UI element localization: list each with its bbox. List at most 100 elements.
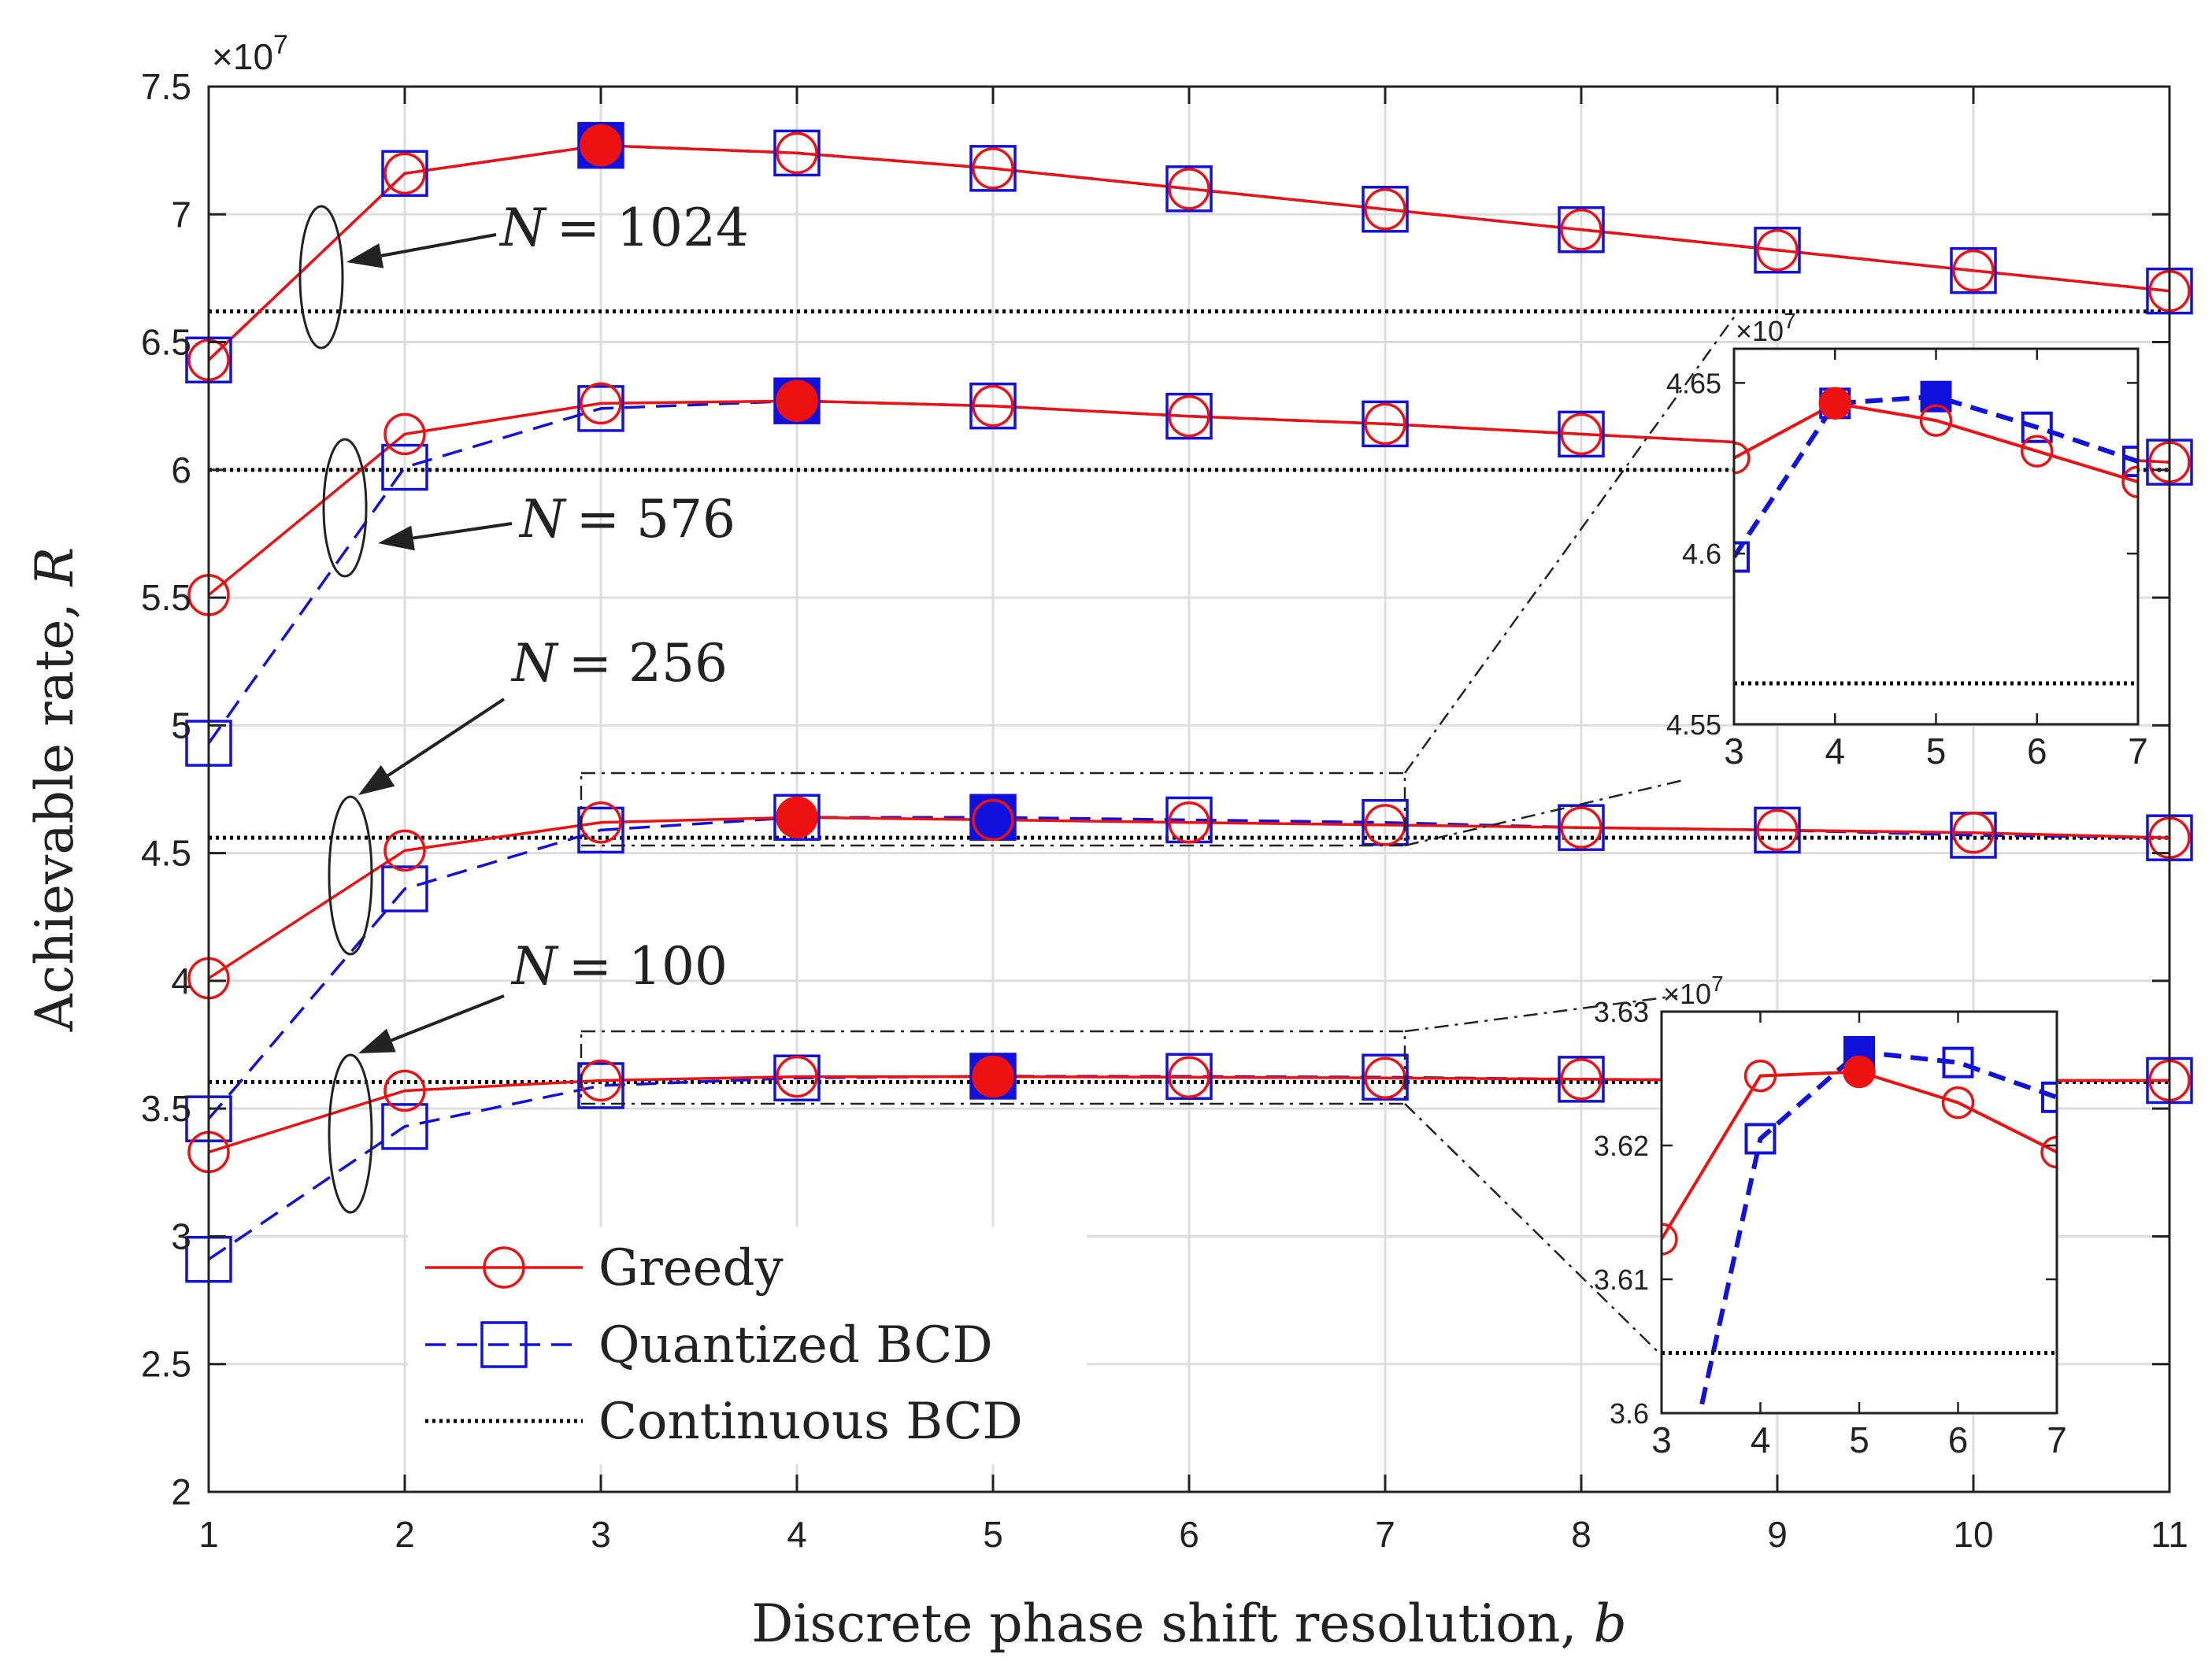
inset-x-tick-label-2-4: 4 — [1751, 1419, 1771, 1460]
group-label-value-0: = 1024 — [557, 198, 749, 258]
group-ellipse-0 — [298, 205, 344, 350]
group-arrow-head-3 — [358, 1028, 396, 1053]
legend-label-2: Continuous BCD — [598, 1393, 1023, 1451]
y-tick-label-2: 3 — [171, 1216, 191, 1256]
quantized-bcd-marker-1-6 — [1165, 392, 1213, 440]
greedy-line-2 — [208, 816, 2170, 980]
greedy-marker-1-8 — [1560, 413, 1602, 456]
group-label-3: N = 100 — [510, 936, 728, 997]
inset-y-exponent-2: ×107 — [1663, 971, 1724, 1010]
greedy-marker-2-6 — [1168, 801, 1210, 844]
y-axis-label-var: R — [24, 547, 85, 587]
greedy-marker-0-8 — [1560, 208, 1602, 251]
inset-quantized-bcd-line-1 — [1734, 394, 2138, 559]
quantized-bcd-marker-1-7 — [1362, 400, 1409, 448]
greedy-marker-0-10 — [1952, 249, 1995, 292]
zoom-box-n100 — [580, 1030, 1406, 1105]
quantized-bcd-marker-3-2 — [381, 1103, 428, 1150]
quantized-bcd-marker-2-4 — [773, 794, 821, 841]
greedy-marker-0-5 — [972, 147, 1014, 190]
x-tick-label-5: 5 — [983, 1514, 1003, 1555]
legend-marker-circle — [483, 1246, 525, 1289]
inset-y-tick-label-1-0: 4.55 — [1666, 709, 1721, 741]
inset-quantized-bcd-marker-1-6 — [2021, 411, 2053, 443]
y-tick-label-0: 2 — [171, 1471, 191, 1512]
inset-greedy-marker-1-6 — [2021, 435, 2054, 468]
group-ellipse-1 — [322, 438, 368, 578]
y-axis-label: Achievable rate, R — [24, 547, 85, 1032]
greedy-marker-1-3 — [580, 382, 622, 425]
quantized-bcd-line-1 — [207, 399, 2170, 745]
greedy-marker-3-2 — [383, 1069, 426, 1112]
group-arrow-shaft-2 — [387, 698, 506, 777]
group-arrow-shaft-1 — [413, 522, 513, 540]
inset-greedy-marker-1-7 — [2121, 465, 2138, 498]
inset-greedy-marker-2-6 — [1941, 1086, 1975, 1119]
greedy-marker-1-2 — [383, 413, 426, 456]
greedy-marker-1-5 — [972, 384, 1014, 427]
inset-x-tick-label-1-5: 5 — [1926, 731, 1947, 772]
greedy-marker-1-6 — [1168, 394, 1210, 438]
inset-greedy-marker-2-5 — [1843, 1055, 1876, 1089]
inset-x-tick-label-1-4: 4 — [1825, 731, 1845, 772]
group-arrow-head-0 — [346, 243, 384, 268]
inset-y-tick-label-2-2: 3.62 — [1594, 1130, 1649, 1162]
x-tick-label-11: 11 — [2151, 1514, 2188, 1555]
greedy-marker-0-6 — [1168, 168, 1210, 210]
zoom-box-n256 — [580, 772, 1406, 847]
inset-n256: 3 4 5 6 74.554.64.65×107 — [1666, 309, 2148, 772]
inset-x-tick-label-2-7: 7 — [2047, 1419, 2067, 1460]
quantized-bcd-marker-0-2 — [381, 150, 428, 198]
quantized-bcd-marker-0-8 — [1558, 205, 1605, 253]
group-label-var-2: N — [510, 633, 559, 694]
quantized-bcd-marker-2-8 — [1558, 804, 1605, 851]
inset-y-exponent-base-1: ×10 — [1736, 315, 1784, 347]
quantized-bcd-marker-0-9 — [1754, 226, 1801, 274]
x-axis-label-var: b — [1593, 1593, 1626, 1654]
quantized-bcd-marker-3-8 — [1558, 1056, 1605, 1103]
quantized-bcd-marker-0-6 — [1165, 165, 1213, 213]
inset-greedy-line-1 — [1734, 402, 2138, 484]
greedy-line-0 — [207, 143, 2170, 361]
legend-marker-square — [480, 1321, 528, 1368]
inset-y-tick-label-2-3: 3.63 — [1594, 996, 1649, 1028]
inset-greedy-marker-1-3 — [1734, 442, 1751, 475]
y-axis-label-text: Achievable rate, — [24, 586, 85, 1032]
y-tick-label-9: 6.5 — [141, 322, 191, 363]
group-label-2: N = 256 — [510, 633, 728, 694]
continuous-bcd-lines — [209, 309, 2169, 1084]
y-tick-label-3: 3.5 — [141, 1088, 191, 1129]
inset-greedy-marker-2-7 — [2040, 1135, 2057, 1169]
y-exponent-power: 7 — [273, 30, 288, 60]
greedy-marker-2-2 — [383, 829, 426, 872]
greedy-marker-2-8 — [1560, 806, 1602, 849]
inset-greedy-marker-2-3 — [1662, 1223, 1678, 1256]
inset-body-1 — [1734, 380, 2138, 686]
quantized-bcd-marker-1-8 — [1558, 410, 1605, 458]
group-ellipse-3 — [328, 1053, 373, 1214]
greedy-marker-0-3 — [580, 124, 622, 167]
group-arrow-shaft-0 — [380, 233, 497, 257]
group-label-var-1: N — [518, 489, 567, 550]
inset-y-exponent-power-1: 7 — [1784, 309, 1796, 333]
x-tick-label-6: 6 — [1179, 1514, 1199, 1555]
x-tick-label-10: 10 — [1953, 1514, 1993, 1555]
greedy-marker-3-6 — [1168, 1056, 1210, 1099]
quantized-bcd-marker-0-7 — [1362, 186, 1409, 233]
group-label-0: N = 1024 — [498, 198, 749, 258]
y-tick-label-4: 4 — [171, 960, 191, 1001]
greedy-marker-3-5 — [972, 1055, 1014, 1098]
inset-quantized-bcd-marker-2-7 — [2041, 1081, 2057, 1113]
inset-x-tick-label-2-3: 3 — [1651, 1419, 1672, 1460]
inset-y-tick-label-1-2: 4.65 — [1666, 367, 1721, 399]
group-label-value-2: = 256 — [569, 633, 728, 694]
y-tick-label-7: 5.5 — [141, 577, 191, 618]
y-tick-label-5: 4.5 — [141, 833, 191, 874]
zoom-box-n256-connector-0 — [1403, 316, 1736, 774]
y-tick-label-8: 6 — [171, 450, 191, 490]
greedy-marker-3-8 — [1560, 1058, 1602, 1101]
quantized-bcd-marker-3-3 — [577, 1062, 624, 1109]
inset-x-tick-label-1-3: 3 — [1724, 731, 1744, 772]
inset-x-tick-label-1-6: 6 — [2027, 731, 2047, 772]
